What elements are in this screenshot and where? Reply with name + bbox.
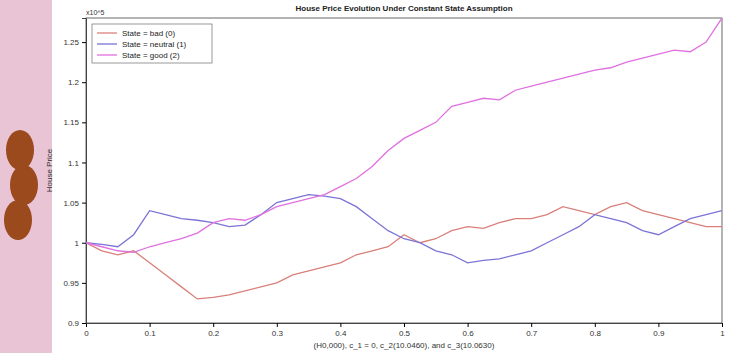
tick: 0 bbox=[84, 323, 89, 338]
tick-label: 0.9 bbox=[68, 319, 80, 328]
tick-mark bbox=[82, 122, 86, 123]
series-line bbox=[86, 203, 722, 299]
tick-label: 0.7 bbox=[526, 329, 538, 338]
tick-label: 1.05 bbox=[63, 199, 79, 208]
legend-swatch bbox=[97, 54, 117, 55]
tick-label: 1.25 bbox=[63, 38, 79, 47]
decoration-leaf bbox=[4, 200, 32, 240]
tick-label: 0.8 bbox=[590, 329, 602, 338]
tick: 1 bbox=[720, 323, 725, 338]
tick: 0.9 bbox=[653, 323, 665, 338]
decoration bbox=[4, 130, 38, 240]
legend-label: State = neutral (1) bbox=[122, 40, 187, 49]
tick: 1.25 bbox=[63, 38, 86, 47]
tick-mark bbox=[277, 323, 278, 327]
legend-box bbox=[92, 24, 212, 63]
tick: 1.05 bbox=[63, 199, 86, 208]
tick-label: 0.5 bbox=[399, 329, 411, 338]
tick: 0.95 bbox=[63, 279, 86, 288]
tick: 0.6 bbox=[463, 323, 475, 338]
tick-mark bbox=[213, 323, 214, 327]
tick-mark bbox=[722, 323, 723, 327]
y-axis-title: House Price bbox=[45, 148, 54, 192]
tick-mark bbox=[82, 283, 86, 284]
plot: 0 0.1 0.2 0.3 0.4 0.5 0.6 0.7 0.8 0.9 1 0.9 0.95 1 1.0… bbox=[63, 18, 725, 338]
tick-label: 0.9 bbox=[653, 329, 665, 338]
tick-mark bbox=[82, 42, 86, 43]
tick: 0.1 bbox=[145, 323, 157, 338]
tick-mark bbox=[531, 323, 532, 327]
axis-line bbox=[82, 19, 87, 324]
series-line bbox=[86, 18, 722, 252]
tick: 1.15 bbox=[63, 118, 86, 127]
tick-label: 0.2 bbox=[208, 329, 220, 338]
tick: 0.5 bbox=[399, 323, 411, 338]
tick-label: 0.1 bbox=[145, 329, 157, 338]
legend-swatch bbox=[97, 43, 117, 44]
chart: 0 0.1 0.2 0.3 0.4 0.5 0.6 0.7 0.8 0.9 1 0.9 0.95 1 1.0… bbox=[0, 0, 752, 353]
tick-label: 0.4 bbox=[335, 329, 347, 338]
tick-label: 1.1 bbox=[68, 159, 80, 168]
legend-label: State = bad (0) bbox=[122, 29, 175, 38]
tick: 0.3 bbox=[272, 323, 284, 338]
tick-mark bbox=[340, 323, 341, 327]
tick: 1 bbox=[75, 239, 86, 248]
tick: 1.2 bbox=[68, 78, 86, 87]
axis-exponent: x10^5 bbox=[86, 9, 105, 16]
tick-mark bbox=[468, 323, 469, 327]
tick-mark bbox=[658, 323, 659, 327]
x-axis-title: (H0,000), c_1 = 0, c_2(10.0460), and c_3… bbox=[314, 341, 495, 350]
series-lines bbox=[86, 18, 722, 299]
plot-frame bbox=[86, 18, 722, 323]
tick-mark bbox=[404, 323, 405, 327]
series-line bbox=[86, 195, 722, 263]
tick-label: 0 bbox=[84, 329, 89, 338]
tick: 0.7 bbox=[526, 323, 538, 338]
x-axis: 0 0.1 0.2 0.3 0.4 0.5 0.6 0.7 0.8 0.9 1 bbox=[84, 323, 725, 338]
tick-mark bbox=[82, 162, 86, 163]
tick: 1.1 bbox=[68, 159, 86, 168]
tick: 0.2 bbox=[208, 323, 220, 338]
tick-mark bbox=[82, 323, 86, 324]
y-axis: 0.9 0.95 1 1.05 1.1 1.15 1.2 1.25 bbox=[63, 19, 86, 329]
tick-label: 0.3 bbox=[272, 329, 284, 338]
decoration-leaf bbox=[6, 130, 34, 170]
tick-mark bbox=[150, 323, 151, 327]
tick: 0.8 bbox=[590, 323, 602, 338]
tick-mark bbox=[82, 82, 86, 83]
tick-label: 0.95 bbox=[63, 279, 79, 288]
legend: State = bad (0) State = neutral (1) State … bbox=[92, 24, 212, 63]
tick-label: 1.2 bbox=[68, 78, 80, 87]
legend-swatch bbox=[97, 32, 117, 33]
figure-background bbox=[52, 0, 752, 353]
tick-mark bbox=[82, 203, 86, 204]
tick-label: 1 bbox=[720, 329, 725, 338]
tick-label: 1 bbox=[75, 239, 80, 248]
tick: 0.9 bbox=[68, 319, 86, 328]
decoration-leaf bbox=[10, 165, 38, 205]
legend-label: State = good (2) bbox=[122, 51, 180, 60]
tick: 0.4 bbox=[335, 323, 347, 338]
axis-line bbox=[87, 324, 723, 328]
tick-mark bbox=[595, 323, 596, 327]
tick-label: 1.15 bbox=[63, 118, 79, 127]
tick-mark bbox=[82, 243, 86, 244]
title: House Price Evolution Under Constant Sta… bbox=[295, 4, 512, 13]
tick-label: 0.6 bbox=[463, 329, 475, 338]
